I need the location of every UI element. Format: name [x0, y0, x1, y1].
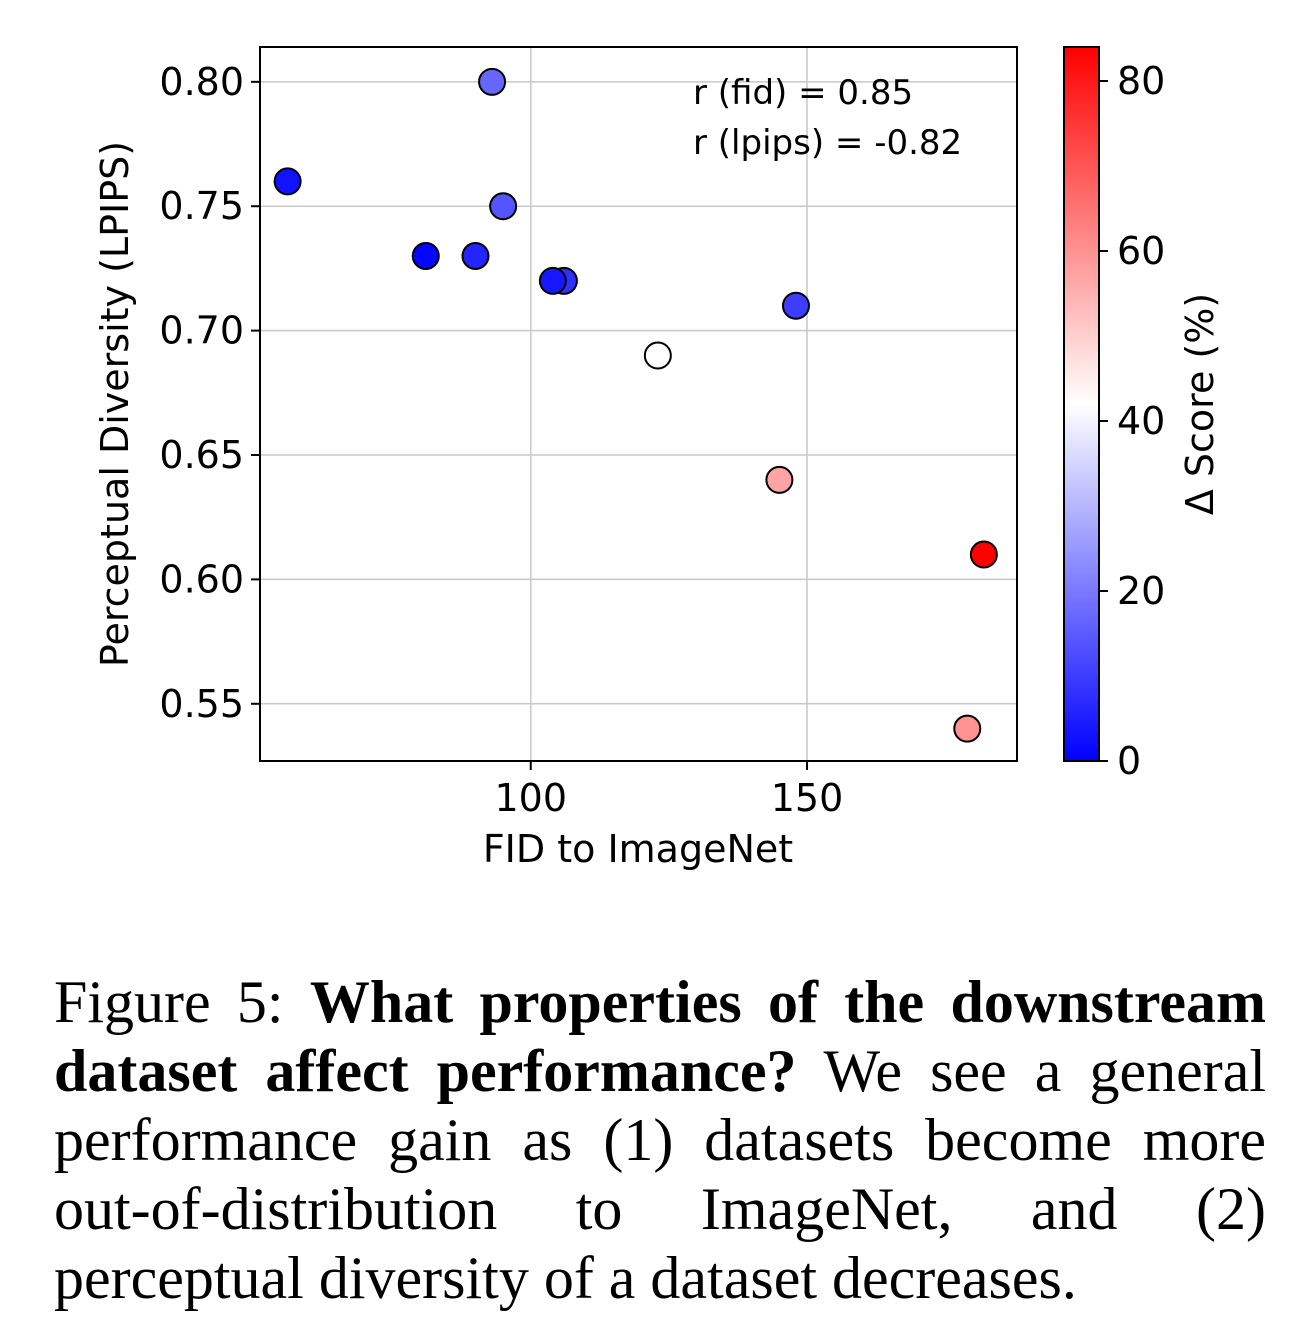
annotation-r-lpips: r (lpips) = -0.82	[693, 123, 962, 163]
colorbar-label: Δ Score (%)	[1178, 293, 1222, 515]
y-tick-label: 0.70	[159, 309, 244, 353]
axis-ticks: 100 150 0.55 0.60 0.65 0.70 0.75 0.80	[159, 60, 843, 820]
y-tick-label: 0.80	[159, 60, 244, 104]
scatter-point	[969, 540, 998, 569]
scatter-point	[538, 266, 567, 295]
annotation-r-fid: r (fid) = 0.85	[693, 73, 913, 113]
colorbar-tick-label: 0	[1117, 739, 1141, 783]
caption-body: We see a general performance gain as (1)…	[54, 1038, 1266, 1311]
figure-caption: Figure 5: What properties of the downstr…	[54, 968, 1266, 1313]
scatter-point	[643, 341, 672, 370]
colorbar	[1063, 46, 1100, 762]
scatter-point	[273, 167, 302, 196]
y-tick-label: 0.55	[159, 682, 244, 726]
caption-label: Figure 5:	[54, 969, 284, 1035]
colorbar-tick-label: 60	[1117, 229, 1165, 273]
colorbar-tick-label: 20	[1117, 569, 1165, 613]
scatter-point	[489, 192, 518, 221]
caption-title: What properties of the downstream datase…	[54, 969, 1267, 1104]
y-axis-label: Perceptual Diversity (LPIPS)	[93, 141, 137, 667]
scatter-point	[765, 465, 794, 494]
x-tick-label: 150	[771, 776, 844, 820]
grid-lines	[260, 47, 1017, 761]
colorbar-tick-label: 80	[1117, 59, 1165, 103]
colorbar-tick-label: 40	[1117, 399, 1165, 443]
y-tick-label: 0.65	[159, 433, 244, 477]
colorbar-ticks: 0 20 40 60 80	[1099, 59, 1165, 783]
scatter-figure: 100 150 0.55 0.60 0.65 0.70 0.75 0.80 r (fid) =…	[93, 46, 1222, 871]
scatter-point	[411, 241, 440, 270]
scatter-point	[461, 241, 490, 270]
x-axis-label: FID to ImageNet	[483, 827, 793, 871]
x-tick-label: 100	[494, 776, 567, 820]
scatter-point	[478, 67, 507, 96]
plot-frame	[259, 46, 1018, 762]
scatter-point	[781, 291, 810, 320]
scatter-point	[953, 714, 982, 743]
data-points	[273, 67, 998, 743]
y-tick-label: 0.60	[159, 557, 244, 601]
y-tick-label: 0.75	[159, 184, 244, 228]
